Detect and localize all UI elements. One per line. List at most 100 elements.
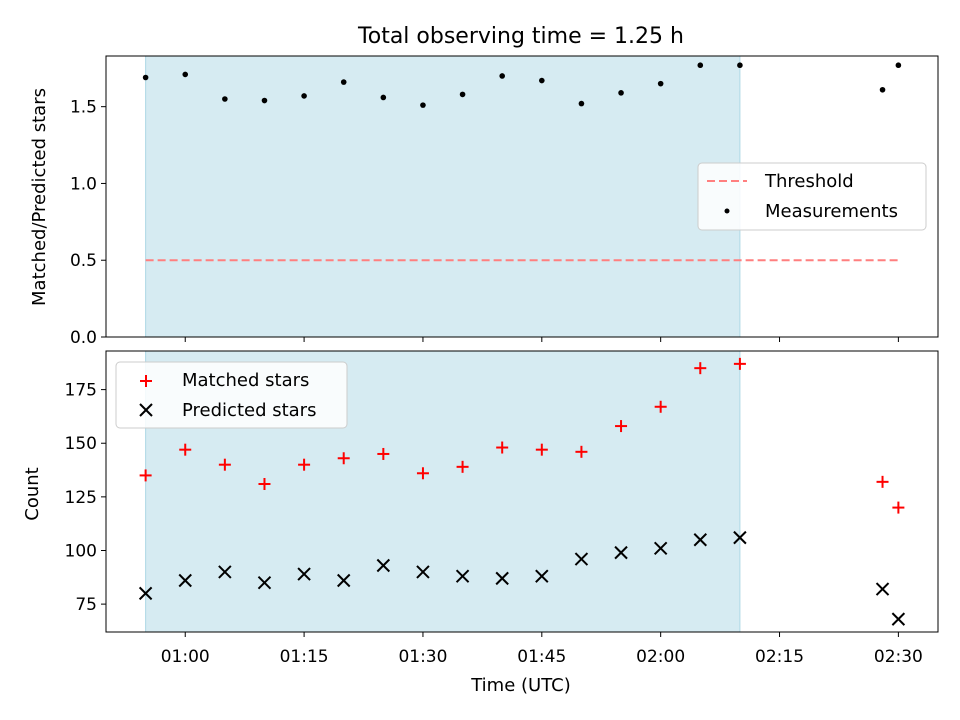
measurement-point [879, 86, 886, 93]
measurement-point [578, 100, 585, 107]
observing-window-shade-top [145, 55, 741, 338]
top-y-tick-label: 0.0 [70, 328, 97, 348]
predicted-star-marker-b [495, 571, 509, 586]
predicted-star-point [495, 571, 509, 586]
predicted-star-marker-b [653, 541, 668, 556]
measurement-point [182, 71, 189, 78]
x-axis-label: Time (UTC) [470, 675, 571, 696]
bottom-legend-box [115, 361, 348, 429]
predicted-star-marker-b [297, 567, 311, 581]
predicted-star-point [535, 569, 549, 583]
top-legend: Threshold Measurements [697, 162, 927, 231]
matched-star-point [179, 443, 192, 456]
predicted-star-point [337, 573, 351, 588]
predicted-star-marker-b [218, 565, 232, 579]
bottom-y-tick-label: 75 [75, 595, 97, 615]
predicted-star-marker-b [693, 533, 707, 547]
measurement-point [697, 62, 704, 69]
measurement-point [222, 96, 228, 102]
chart-title: Total observing time = 1.25 h [357, 24, 684, 49]
predicted-star-point [875, 582, 890, 596]
bottom-panel: 75 100 125 150 175 01:00 01:15 01:30 01:45 02:00… [22, 350, 939, 696]
predicted-star-marker-b [337, 573, 351, 588]
predicted-star-point [891, 612, 906, 626]
bottom-legend: Matched stars Predicted stars [115, 361, 348, 429]
predicted-star-point [653, 541, 668, 556]
bottom-axes-frame [105, 350, 939, 633]
predicted-star-marker-b [875, 582, 890, 596]
bottom-y-tick-label: 125 [65, 488, 97, 508]
measurement-point [420, 102, 426, 108]
legend-predicted-swatch [139, 403, 153, 417]
legend-matched-label: Matched stars [182, 370, 309, 391]
legend-threshold-label: Threshold [764, 171, 854, 192]
legend-matched-swatch [140, 375, 152, 387]
matched-star-point [876, 475, 889, 488]
matched-star-point [535, 443, 548, 456]
predicted-star-marker-b [178, 573, 192, 588]
predicted-star-marker-b [891, 612, 906, 626]
x-tick-label: 02:30 [874, 647, 923, 667]
predicted-star-point [614, 545, 628, 560]
top-panel: 0.0 0.5 1.0 1.5 Total observing time = 1.25… [29, 24, 939, 348]
x-tick-label: 02:15 [755, 647, 804, 667]
legend-predicted-label: Predicted stars [182, 400, 316, 421]
top-y-tick-label: 1.5 [70, 98, 97, 118]
predicted-star-marker-b [416, 565, 430, 579]
predicted-star-point [376, 558, 391, 573]
matched-star-point [377, 447, 390, 460]
top-y-axis-label: Matched/Predicted stars [29, 88, 50, 306]
predicted-star-marker-b [257, 575, 272, 590]
matched-star-point [733, 357, 746, 370]
predicted-star-point [455, 569, 470, 583]
bottom-y-tick-label: 175 [65, 381, 97, 401]
measurement-point [657, 80, 664, 87]
matched-star-point [218, 458, 231, 471]
measurement-point [380, 94, 387, 101]
matched-star-point [654, 400, 667, 413]
predicted-star-point [297, 567, 311, 581]
measurement-point [261, 97, 268, 104]
x-tick-label: 01:45 [517, 647, 566, 667]
top-x-ticks [184, 337, 899, 342]
matched-star-point [337, 452, 350, 465]
x-tick-label: 01:30 [398, 647, 447, 667]
measurement-point [539, 77, 545, 84]
matched-star-point [615, 420, 628, 433]
matched-star-point [416, 467, 429, 480]
predicted-star-marker-b [535, 569, 549, 583]
top-y-ticks: 0.0 0.5 1.0 1.5 [70, 98, 106, 348]
measurement-point [340, 79, 347, 85]
predicted-star-point [416, 565, 430, 579]
measurement-points [142, 62, 902, 108]
top-y-tick-label: 0.5 [70, 251, 97, 271]
legend-measurements-swatch [724, 208, 730, 214]
predicted-star-point [693, 533, 707, 547]
bottom-x-ticks: 01:00 01:15 01:30 01:45 02:00 02:15 02:30 [161, 632, 923, 667]
predicted-star-point [178, 573, 192, 588]
bottom-y-tick-label: 100 [65, 541, 97, 561]
matched-star-point [456, 460, 469, 473]
predicted-star-point [257, 575, 272, 590]
measurement-point [142, 74, 149, 81]
predicted-star-marker-b [614, 545, 628, 560]
top-axes-frame [105, 55, 939, 338]
predicted-star-marker-b [574, 552, 589, 566]
measurement-point [618, 90, 624, 96]
measurement-point [459, 91, 466, 98]
x-tick-label: 02:00 [636, 647, 685, 667]
matched-star-point [694, 362, 707, 375]
predicted-star-point [218, 565, 232, 579]
matched-star-point [496, 441, 509, 454]
matched-star-point [575, 445, 588, 458]
predicted-star-marker-b [733, 530, 747, 545]
top-legend-box [697, 162, 927, 231]
count-points [138, 357, 906, 626]
measurement-point [895, 62, 902, 69]
matched-star-point [298, 458, 311, 471]
bottom-y-axis-label: Count [22, 467, 43, 520]
predicted-star-point [733, 530, 747, 545]
bottom-y-ticks: 75 100 125 150 175 [65, 381, 106, 615]
predicted-star-point [574, 552, 589, 566]
